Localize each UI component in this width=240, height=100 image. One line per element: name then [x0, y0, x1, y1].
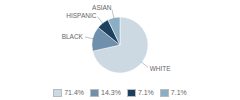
svg-text:WHITE: WHITE [150, 65, 172, 72]
svg-text:HISPANIC: HISPANIC [66, 12, 97, 19]
html-text:71.4%: 71.4% [64, 89, 84, 96]
html-text:7.1%: 7.1% [137, 89, 154, 96]
svg-text:BLACK: BLACK [62, 33, 84, 40]
html-text:7.1%: 7.1% [170, 89, 187, 96]
html-text:14.3%: 14.3% [101, 89, 121, 96]
svg-text:ASIAN: ASIAN [92, 4, 112, 11]
